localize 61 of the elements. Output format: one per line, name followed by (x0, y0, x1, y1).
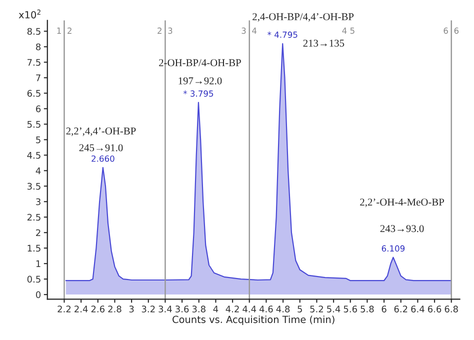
x-tick-label: 4 (213, 306, 218, 312)
annotation: 197→92.0 (178, 77, 222, 84)
x-tick-label: 5.4 (327, 306, 340, 312)
x-tick-label: 4.4 (242, 306, 256, 312)
annotation: 2 3 (158, 28, 172, 34)
x-tick-label: 3 (129, 306, 134, 312)
x-tick-label: 5.6 (344, 306, 357, 312)
x-tick-label: 4.8 (276, 306, 290, 312)
x-tick-label: 2.2 (58, 306, 71, 312)
x-tick-label: 6.2 (394, 306, 408, 312)
y-tick-label: 2 (36, 229, 40, 236)
x-tick-label: 6.4 (411, 306, 424, 312)
y-axis-title: x10$^{2}$ (18, 10, 40, 18)
y-tick-label: 6.5 (27, 90, 40, 97)
x-tick-label: 4.2 (226, 306, 239, 312)
x-tick-label: 3.2 (142, 306, 155, 312)
annotation: 2.660 (92, 155, 114, 162)
annotation: 2-OH-BP/4-OH-BP (159, 59, 241, 66)
x-tick-label: 5.2 (310, 306, 323, 312)
annotation: 2,2’,4,4’-OH-BP (66, 128, 136, 136)
x-axis-title: Counts vs. Acquisition Time (min) (172, 316, 334, 325)
y-tick-label: 7.5 (28, 59, 40, 66)
y-tick-label: 8.5 (27, 28, 40, 35)
y-tick-label: 1.5 (28, 244, 40, 252)
y-tick-label: 7 (36, 74, 40, 82)
y-tick-label: 0 (36, 291, 41, 298)
y-tick-label: 4 (36, 167, 41, 174)
y-tick-label: 6 (36, 105, 41, 112)
y-tick-label: 5 (36, 136, 40, 144)
x-tick-label: 3.8 (192, 306, 206, 312)
x-tick-label: 5 (298, 306, 302, 312)
x-tick-label: 3.6 (176, 306, 189, 312)
x-tick-label: 6.6 (428, 306, 442, 312)
annotation: * 3.795 (183, 90, 214, 97)
y-tick-label: 8 (36, 43, 41, 50)
x-tick-label: 3.4 (158, 306, 172, 312)
annotation: 213→135 (303, 40, 344, 47)
y-tick-label: 4.5 (27, 152, 40, 159)
y-tick-label: 3 (36, 198, 40, 206)
annotation: 4 5 (342, 28, 354, 34)
annotation: 3 4 (242, 28, 257, 34)
y-tick-label: 2.5 (27, 214, 40, 221)
annotation: 2,2’-OH-4-MeO-BP (360, 198, 444, 208)
x-tick-label: 6.8 (444, 306, 458, 312)
x-tick-label: 2.4 (74, 306, 88, 312)
y-tick-label: 0.5 (27, 276, 40, 283)
annotation: 1 2 (57, 28, 72, 34)
y-tick-label: 5.5 (27, 121, 40, 128)
annotation: * 4.795 (268, 32, 298, 38)
x-tick-label: 2.6 (91, 306, 105, 312)
annotation: 2,4-OH-BP/4,4’-OH-BP (252, 13, 354, 22)
x-tick-label: 4.6 (259, 306, 273, 312)
y-tick-label: 1 (36, 260, 40, 268)
y-tick-label: 3.5 (27, 182, 40, 190)
x-tick-label: 2.8 (108, 306, 122, 312)
x-tick-label: 5.8 (360, 306, 374, 312)
annotation: 243→93.0 (380, 225, 424, 232)
annotation: 245→91.0 (79, 144, 123, 152)
annotation: 6.109 (382, 245, 405, 252)
annotation: 6 6 (444, 28, 459, 34)
x-tick-label: 6 (382, 306, 386, 312)
